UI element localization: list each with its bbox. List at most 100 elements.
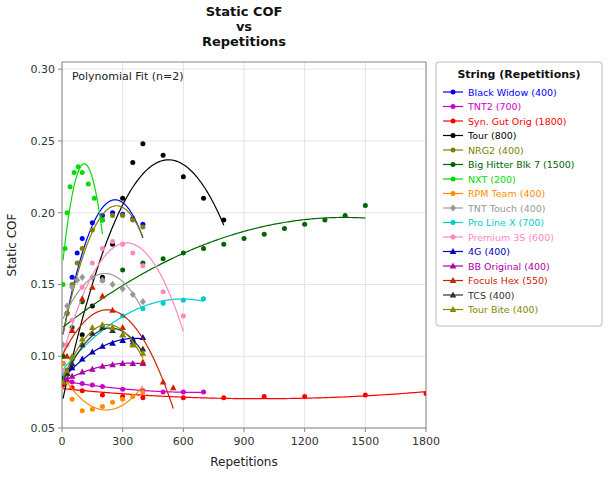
point [120,268,125,273]
fit-curve [63,164,102,261]
point [119,337,126,343]
point [120,387,125,392]
grid [62,62,426,428]
point [110,400,115,405]
grid-line-x [244,62,245,428]
point [181,390,186,395]
fit-curve [63,200,143,334]
legend-label: Tour Bite (400) [467,304,538,315]
legend-label: NXT (200) [468,174,516,185]
series [62,239,186,373]
point [65,210,70,215]
point [100,392,105,397]
legend-marker [451,104,456,109]
point [119,331,126,337]
point [86,182,91,187]
legend-marker [451,235,456,240]
point [140,263,145,268]
legend-label: NRG2 (400) [468,145,524,156]
point [120,397,125,402]
series [62,380,206,395]
point [130,217,135,222]
point [201,390,206,395]
fit-curve [63,325,143,379]
y-tick-mark [58,428,62,429]
series [62,382,426,400]
fit-curve [63,338,143,378]
y-tick-mark [58,356,62,357]
plot-area [62,62,426,428]
legend-marker [451,177,456,182]
point [140,306,145,311]
legend-label: Premium 3S (600) [468,232,554,243]
point [161,153,166,158]
point [80,170,85,175]
point [110,239,115,244]
y-axis-label: Static COF [5,213,19,276]
legend-label: Pro Line X (700) [468,217,544,228]
point [79,369,86,375]
legend-label: Syn. Gut Orig (1800) [468,116,567,127]
legend-label: TCS (400) [467,290,514,301]
grid-line-x [365,62,366,428]
point [100,246,105,251]
point [302,394,307,399]
legend-marker [450,204,456,211]
annotation: Polynomial Fit (n=2) [72,70,183,83]
y-tick-mark [58,212,62,213]
grid-line-x [304,62,305,428]
point [181,174,186,179]
point [79,295,86,301]
point [80,408,85,413]
series [62,360,146,385]
series [62,141,226,398]
point [80,388,85,393]
series [62,164,105,287]
point [79,336,86,342]
point [92,196,97,201]
point [221,217,226,222]
point [161,301,166,306]
point [90,220,95,225]
plot-frame [62,62,426,428]
y-tick-label: 0.10 [31,350,56,363]
point [140,225,145,230]
legend-marker [450,277,457,283]
point [62,282,66,287]
point [100,217,105,222]
x-tick-mark [183,428,184,432]
fit-curve [63,376,143,410]
point [181,314,186,319]
point [160,379,167,385]
chart: 03006009001200150018000.050.100.150.200.… [0,0,608,484]
point [130,291,136,298]
legend-marker [451,133,456,138]
fit-curve [63,389,426,399]
series [62,206,145,359]
x-axis-label: Repetitions [210,455,277,469]
point [68,184,73,189]
point [130,160,135,165]
point [161,289,166,294]
y-tick-label: 0.15 [31,278,56,291]
point [100,217,105,222]
point [79,274,85,281]
point [201,296,206,301]
point [110,213,115,218]
point [90,382,95,387]
series [62,203,368,359]
fit-curve [63,217,365,327]
y-tick-label: 0.25 [31,135,56,148]
point [70,397,75,402]
series [62,361,145,413]
point [64,302,70,309]
point [74,277,80,284]
x-tick-mark [62,428,63,432]
point [242,236,247,241]
x-tick-label: 900 [234,435,255,448]
point [99,321,106,327]
y-tick-label: 0.05 [31,422,56,435]
series [62,296,206,376]
point [90,227,95,232]
point [120,196,125,201]
